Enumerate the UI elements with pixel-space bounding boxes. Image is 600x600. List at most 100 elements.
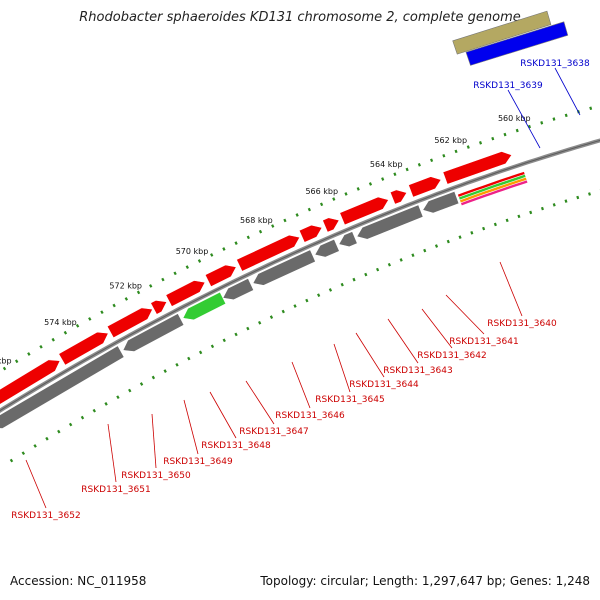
gene-label-bottom: RSKD131_3645 (315, 395, 384, 405)
scale-tick (430, 158, 434, 163)
scale-tick (446, 239, 450, 244)
scale-tick (503, 132, 507, 137)
scale-tick (517, 214, 521, 219)
gene-label-bottom: RSKD131_3640 (487, 319, 557, 329)
gene-blue (465, 21, 569, 66)
reverse-gene (314, 238, 340, 258)
leader-line (387, 318, 419, 364)
leader-line (107, 423, 117, 483)
scale-tick (124, 297, 129, 301)
scale-tick (515, 128, 519, 133)
scale-tick (352, 277, 356, 282)
scale-tick (104, 402, 108, 406)
gene-label-bottom: RSKD131_3643 (383, 366, 452, 376)
scale-tick (75, 323, 80, 328)
scale-tick (564, 199, 568, 203)
gene-label-top: RSKD131_3639 (473, 81, 543, 91)
reverse-gene (252, 249, 316, 286)
scale-tick (197, 259, 202, 263)
scale-tick (128, 388, 132, 393)
scale-label: 574 kbp (44, 318, 77, 327)
scale-tick (540, 206, 544, 211)
gene-khaki (452, 10, 552, 55)
forward-gene (389, 189, 408, 205)
scale-tick (51, 337, 55, 342)
scale-tick (576, 195, 580, 200)
scale-tick (466, 145, 470, 149)
scale-label: 564 kbp (370, 160, 403, 169)
scale-tick (246, 326, 250, 331)
map-title: Rhodobacter sphaeroides KD131 chromosome… (79, 10, 521, 25)
scale-tick (112, 303, 116, 308)
reverse-gene (122, 313, 185, 352)
scale-tick (281, 309, 285, 314)
stacked-feature (457, 171, 525, 197)
scale-tick (139, 382, 144, 386)
scale-label: 570 kbp (176, 247, 209, 256)
scale-tick (491, 136, 495, 141)
stacked-feature (459, 177, 527, 203)
leader-line (499, 261, 523, 317)
scale-tick (305, 298, 309, 303)
scale-tick (210, 253, 214, 257)
scale-label: 566 kbp (305, 187, 338, 196)
gene-label-bottom: RSKD131_3644 (349, 380, 419, 390)
gene-label-bottom: RSKD131_3641 (449, 337, 518, 347)
scale-tick (222, 338, 226, 343)
scale-tick (482, 226, 486, 231)
scale-tick (198, 350, 203, 355)
forward-gene (150, 299, 168, 315)
scale-tick (405, 167, 409, 172)
scale-tick (529, 210, 533, 215)
scale-tick (505, 218, 509, 223)
scale-tick (295, 213, 299, 217)
scale-tick (33, 444, 37, 448)
scale-ticks (2, 106, 600, 463)
scale-tick (14, 359, 19, 364)
scale-tick (368, 182, 373, 186)
scale-tick (246, 235, 250, 240)
scale-tick (442, 153, 446, 158)
gene-label-bottom: RSKD131_3642 (417, 351, 486, 361)
scale-tick (210, 344, 215, 349)
backbone-line-outer-edge (0, 139, 600, 412)
leader-line (183, 399, 199, 455)
leader-line (333, 343, 351, 393)
gene-label-bottom: RSKD131_3648 (201, 441, 271, 451)
gene-label-bottom: RSKD131_3646 (275, 411, 345, 421)
scale-label: 560 kbp (498, 114, 531, 123)
scale-label: 562 kbp (434, 136, 467, 145)
scale-tick (271, 224, 275, 228)
leader-line (209, 391, 237, 439)
reverse-gene (0, 345, 125, 429)
scale-tick (293, 304, 297, 308)
scale-tick (589, 106, 593, 111)
leader-line (291, 361, 311, 409)
scale-tick (151, 375, 156, 380)
forward-gene (236, 234, 301, 272)
highlight-gene (182, 291, 227, 321)
scale-tick (57, 429, 61, 434)
scale-tick (161, 277, 165, 282)
scale-tick (393, 172, 397, 177)
scale-tick (9, 458, 14, 463)
scale-tick (423, 248, 427, 253)
leader-line (25, 459, 47, 509)
reverse-gene (356, 204, 424, 240)
scale-tick (588, 192, 591, 196)
forward-gene (442, 151, 513, 185)
stacked-feature (459, 174, 526, 200)
scale-tick (234, 332, 238, 337)
scale-tick (399, 258, 403, 262)
scale-tick (149, 284, 153, 288)
scale-tick (564, 113, 568, 118)
scale-tick (454, 149, 458, 154)
topology-summary: Topology: circular; Length: 1,297,647 bp… (260, 574, 590, 588)
scale-tick (540, 121, 544, 125)
forward-gene (106, 307, 154, 339)
forward-gene (204, 264, 237, 288)
scale-tick (356, 187, 360, 191)
reverse-gene (422, 190, 460, 214)
